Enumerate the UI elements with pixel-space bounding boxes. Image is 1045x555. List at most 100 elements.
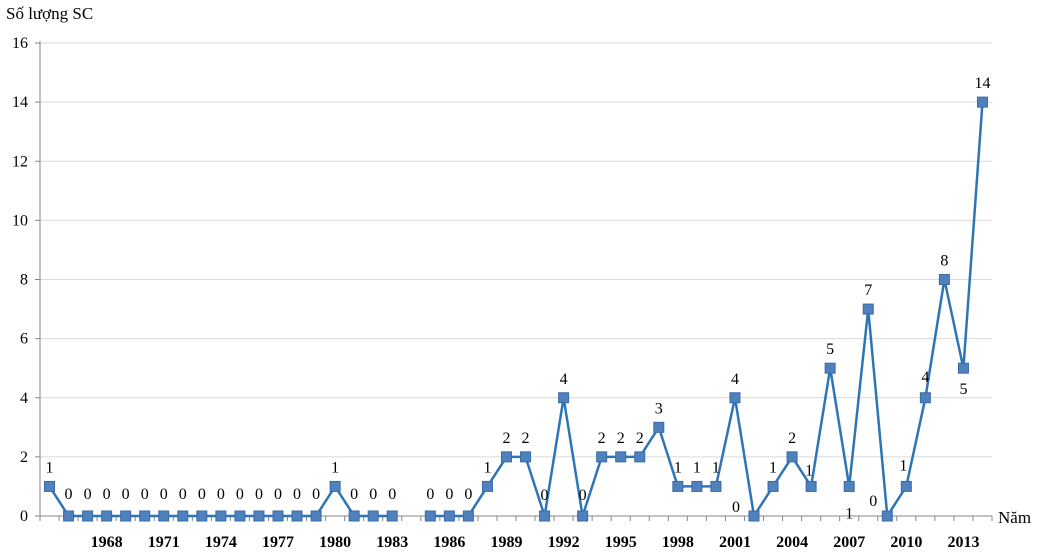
x-tick-label: 1974 [205,534,237,551]
data-point [748,510,760,522]
data-label: 5 [959,381,967,398]
data-point [481,480,493,492]
data-label: 0 [84,486,92,503]
data-label: 0 [122,486,130,503]
data-label: 0 [426,486,434,503]
data-point [443,510,455,522]
x-tick-label: 1992 [548,534,580,551]
y-tick-label: 8 [20,272,28,289]
data-point [44,480,56,492]
y-tick-labels: 0 2 4 6 8 10 12 14 16 [12,35,28,525]
data-label: 1 [899,457,907,474]
y-tick-label: 16 [12,35,28,52]
data-label: 0 [217,486,225,503]
data-point [919,392,931,404]
y-tick-label: 14 [12,94,28,111]
data-point [691,480,703,492]
data-point [938,274,950,285]
data-point [291,510,303,522]
data-point [805,480,817,492]
data-label: 0 [103,486,111,503]
data-point [843,480,855,492]
y-tick-label: 4 [20,390,28,407]
data-point [82,510,94,522]
data-point [177,510,189,522]
y-tick-label: 10 [12,212,28,229]
data-point [786,451,798,463]
data-label: 0 [388,486,396,503]
data-label: 1 [46,459,54,476]
data-point [672,480,684,492]
data-point [729,392,741,404]
x-tick-label: 1983 [376,534,408,551]
x-tick-label: 1968 [91,534,123,551]
data-label: 2 [617,430,625,447]
x-tick-label: 2013 [947,534,979,551]
data-point [139,510,151,522]
data-label: 0 [274,486,282,503]
data-point [653,421,665,433]
data-label: 0 [445,486,453,503]
y-axis-title: Số lượng SC [6,4,93,23]
y-tick-label: 6 [20,331,28,348]
x-tick-label: 2007 [833,534,865,551]
gridlines [40,42,992,458]
data-point [500,451,512,463]
data-point [120,510,132,522]
data-point [348,510,360,522]
data-label: 1 [805,462,813,479]
data-point [196,510,208,522]
y-tick-label: 12 [12,153,28,170]
data-point [329,480,341,492]
x-tick-label: 1986 [433,534,465,551]
data-point [767,480,779,492]
data-label: 0 [312,486,320,503]
data-point [253,510,265,522]
series-line [430,102,984,518]
data-label: 0 [293,486,301,503]
data-label: 4 [921,369,929,386]
data-label: 14 [974,75,990,92]
data-label: 7 [864,282,872,299]
data-label: 0 [350,486,358,503]
x-tick-label: 2001 [719,534,751,551]
data-point [824,362,836,374]
data-label: 1 [845,505,853,522]
data-point [634,451,646,463]
data-point [215,510,227,522]
data-point [234,510,246,522]
data-label: 0 [236,486,244,503]
data-label: 8 [940,253,948,270]
x-tick-label: 1995 [605,534,637,551]
x-axis-title: Năm [998,508,1031,527]
data-point [900,480,912,492]
data-label: 2 [788,430,796,447]
data-label: 0 [579,487,587,504]
data-point [577,510,589,522]
data-label: 1 [693,459,701,476]
data-label: 0 [369,486,377,503]
data-label: 0 [869,493,877,510]
data-point [976,96,988,108]
x-tick-label: 2004 [776,534,808,551]
data-label: 2 [598,430,606,447]
data-point [710,480,722,492]
data-label: 0 [255,486,263,503]
data-point [101,510,113,522]
data-point [596,451,608,463]
data-label: 2 [522,430,530,447]
data-label: 1 [674,459,682,476]
data-label: 0 [179,486,187,503]
data-point [520,451,532,463]
data-point [63,510,75,522]
x-tick-label: 1971 [148,534,180,551]
data-label: 0 [198,486,206,503]
data-point [862,303,874,315]
x-tick-label: 1977 [262,534,294,551]
x-tick-label: 2010 [890,534,922,551]
data-label: 2 [636,430,644,447]
x-tick-label: 1989 [490,534,522,551]
data-label: 0 [732,499,740,516]
